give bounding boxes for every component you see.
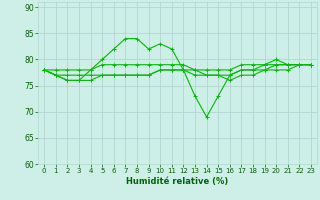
X-axis label: Humidité relative (%): Humidité relative (%) bbox=[126, 177, 229, 186]
